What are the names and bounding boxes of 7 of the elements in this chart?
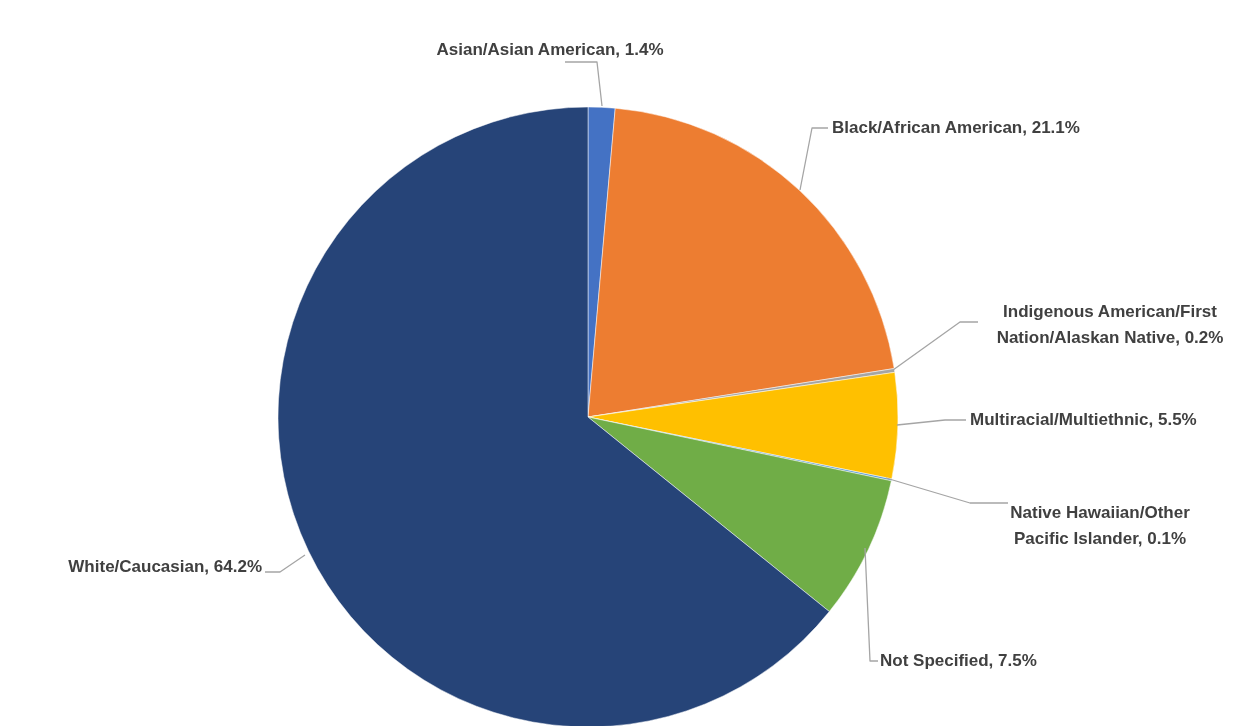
slice-label: Native Hawaiian/Other Pacific Islander, 0.1% [1010,503,1191,548]
slice-label: Indigenous American/First Nation/Alaskan Native, 0.2% [996,302,1224,347]
slice-label: Multiracial/Multiethnic, 5.5% [970,410,1197,429]
slice-label: Asian/Asian American, 1.4% [436,40,664,59]
slice-label: White/Caucasian, 64.2% [68,557,262,576]
slice-label: Black/African American, 21.1% [832,118,1080,137]
slice-label: Not Specified, 7.5% [880,651,1037,670]
